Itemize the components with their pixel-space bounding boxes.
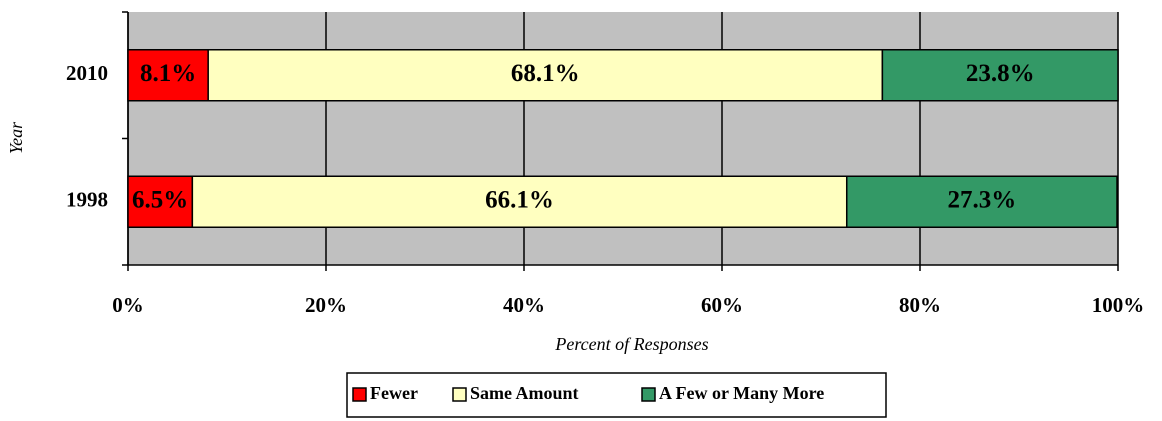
legend-label: A Few or Many More bbox=[659, 383, 824, 403]
value-label: 66.1% bbox=[485, 186, 554, 213]
legend-swatch bbox=[641, 387, 656, 402]
y-tick-label: 2010 bbox=[66, 61, 108, 85]
bar-segment bbox=[881, 49, 1119, 102]
bar-segment bbox=[191, 175, 848, 228]
legend-swatch bbox=[352, 387, 367, 402]
legend-swatch bbox=[452, 387, 467, 402]
x-tick-label: 40% bbox=[503, 293, 545, 317]
bar-segment bbox=[845, 175, 1118, 228]
value-label: 68.1% bbox=[511, 60, 580, 87]
value-label: 6.5% bbox=[132, 186, 188, 213]
x-tick-label: 0% bbox=[112, 293, 144, 317]
x-tick-label: 80% bbox=[899, 293, 941, 317]
x-tick-label: 100% bbox=[1092, 293, 1145, 317]
x-axis-label: Percent of Responses bbox=[554, 334, 708, 354]
legend-label: Same Amount bbox=[470, 383, 579, 403]
bar-segment bbox=[207, 49, 884, 102]
value-label: 8.1% bbox=[140, 60, 196, 87]
value-label: 27.3% bbox=[948, 186, 1017, 213]
x-tick-label: 20% bbox=[305, 293, 347, 317]
y-tick-label: 1998 bbox=[66, 188, 108, 212]
y-axis-label: Year bbox=[6, 121, 26, 154]
bar-segment bbox=[127, 49, 209, 102]
legend-box bbox=[346, 372, 887, 418]
legend-label: Fewer bbox=[370, 383, 418, 403]
x-tick-label: 60% bbox=[701, 293, 743, 317]
value-label: 23.8% bbox=[966, 60, 1035, 87]
